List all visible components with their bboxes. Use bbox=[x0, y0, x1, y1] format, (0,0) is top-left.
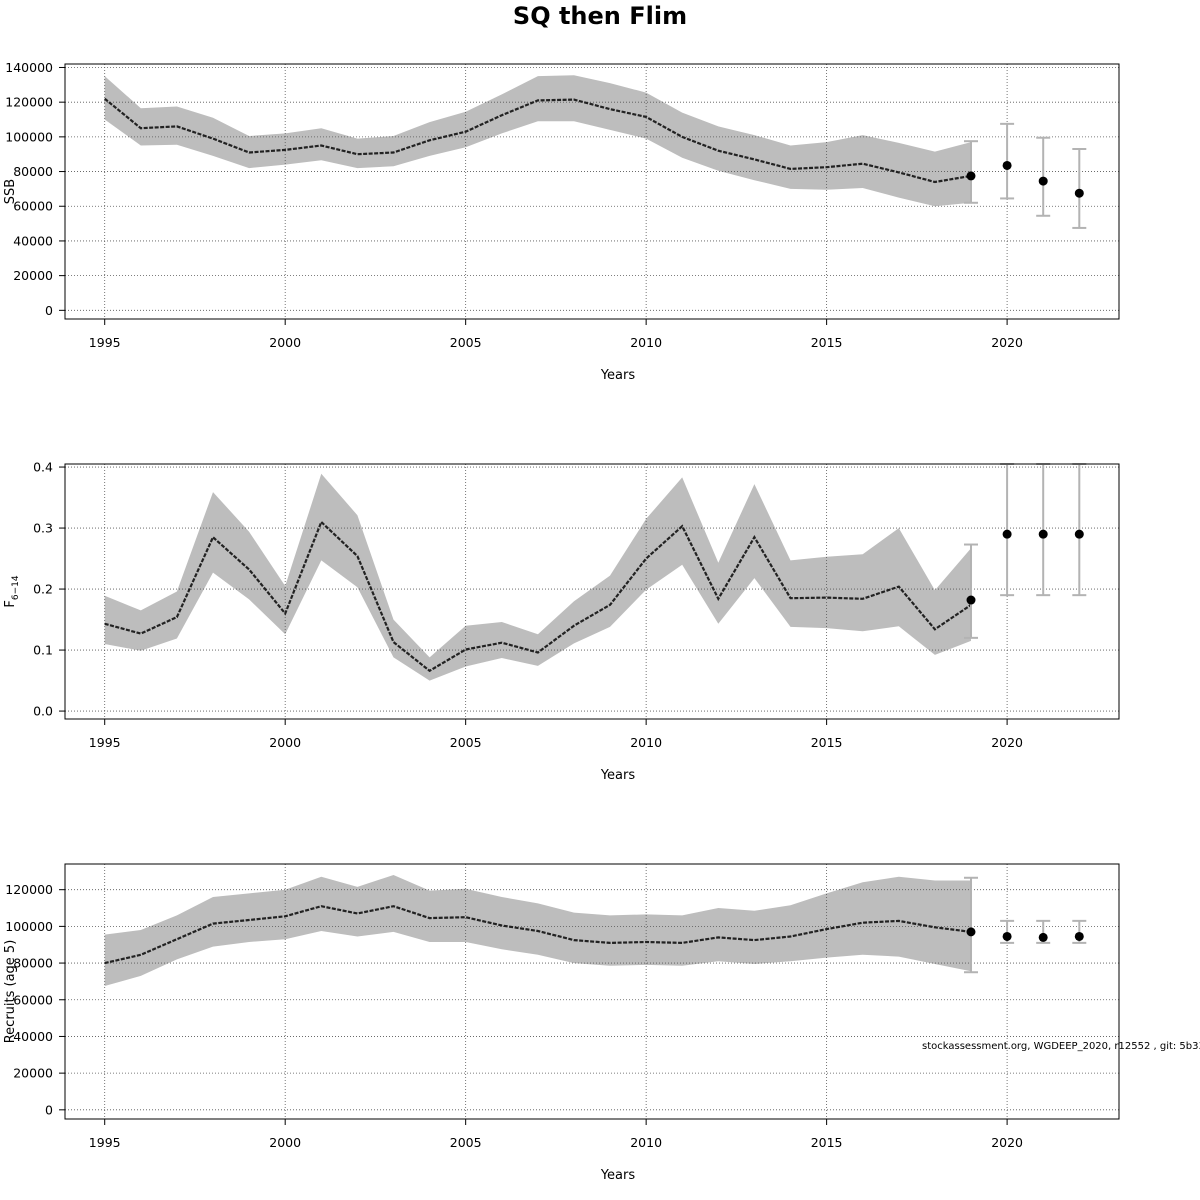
recruits-ytick-label: 80000 bbox=[13, 956, 53, 971]
ssb-ytick-label: 60000 bbox=[13, 199, 53, 214]
ssb-xtick-label: 2000 bbox=[269, 335, 301, 350]
recruits-x-axis-label: Years bbox=[600, 1168, 636, 1183]
fbar-plot-frame bbox=[64, 463, 1120, 720]
recruits-forecast-point-2021 bbox=[1038, 932, 1048, 942]
recruits-estimate-line bbox=[104, 905, 972, 965]
fbar-ytick-label: 0.1 bbox=[33, 643, 53, 658]
ssb-estimate-line bbox=[104, 97, 972, 184]
ssb-xtick-label: 2015 bbox=[811, 335, 843, 350]
recruits-ytick-label: 60000 bbox=[13, 992, 53, 1007]
recruits-xtick-label: 2015 bbox=[811, 1135, 843, 1150]
recruits-ytick-label: 120000 bbox=[5, 882, 53, 897]
ssb-ytick-label: 20000 bbox=[13, 268, 53, 283]
fbar-estimate-line bbox=[104, 520, 972, 673]
ssb-ytick-label: 100000 bbox=[5, 129, 53, 144]
ssb-panel: 1995 2000 2005 2010 2015 2020 0 20000 40000 60000… bbox=[3, 60, 1120, 383]
recruits-xtick-label: 2000 bbox=[269, 1135, 301, 1150]
fbar-xtick-label: 2000 bbox=[269, 735, 301, 750]
recruits-forecast-point-2019 bbox=[966, 927, 976, 937]
recruits-panel: 1995 2000 2005 2010 2015 2020 0 20000 40000 60000… bbox=[3, 863, 1120, 1183]
fbar-forecast-point-2021 bbox=[1038, 529, 1048, 539]
recruits-forecast-point-2020 bbox=[1002, 931, 1012, 941]
fbar-y-axis-label-subscript: 6−14 bbox=[11, 575, 21, 600]
ssb-forecast-point-2019 bbox=[966, 171, 976, 181]
fbar-xtick-label: 2020 bbox=[991, 735, 1023, 750]
footnote: stockassessment.org, WGDEEP_2020, r12552… bbox=[922, 1041, 1200, 1052]
recruits-xtick-label: 2005 bbox=[450, 1135, 482, 1150]
recruits-forecast-point-2022 bbox=[1074, 931, 1084, 941]
recruits-xtick-label: 1995 bbox=[89, 1135, 121, 1150]
fbar-ytick-label: 0.2 bbox=[33, 582, 53, 597]
figure-title: SQ then Flim bbox=[512, 2, 688, 30]
ssb-xtick-label: 1995 bbox=[89, 335, 121, 350]
fbar-xtick-label: 1995 bbox=[89, 735, 121, 750]
ssb-ytick-label: 80000 bbox=[13, 164, 53, 179]
fbar-xtick-label: 2015 bbox=[811, 735, 843, 750]
ssb-xtick-label: 2010 bbox=[630, 335, 662, 350]
fbar-y-axis-label: F6−14 bbox=[3, 575, 21, 607]
recruits-ytick-label: 20000 bbox=[13, 1066, 53, 1081]
recruits-plot-frame bbox=[64, 863, 1120, 1120]
recruits-ytick-label: 40000 bbox=[13, 1029, 53, 1044]
fbar-panel: 1995 2000 2005 2010 2015 2020 0.0 0.1 0.2 0.3 0.4 Y… bbox=[3, 460, 1120, 783]
fbar-xtick-label: 2005 bbox=[450, 735, 482, 750]
recruits-y-axis-label: Recruits (age 5) bbox=[3, 940, 18, 1044]
recruits-ytick-label: 100000 bbox=[5, 919, 53, 934]
fbar-forecast-point-2020 bbox=[1002, 529, 1012, 539]
ssb-ytick-label: 120000 bbox=[5, 95, 53, 110]
fbar-xtick-label: 2010 bbox=[630, 735, 662, 750]
ssb-plot-frame bbox=[64, 63, 1120, 320]
fbar-ytick-label: 0.0 bbox=[33, 704, 53, 719]
ssb-xtick-label: 2005 bbox=[450, 335, 482, 350]
ssb-ytick-label: 0 bbox=[45, 303, 53, 318]
recruits-xtick-label: 2020 bbox=[991, 1135, 1023, 1150]
ssb-confidence-band bbox=[104, 75, 971, 207]
recruits-ytick-label: 0 bbox=[45, 1102, 53, 1117]
ssb-ytick-label: 40000 bbox=[13, 233, 53, 248]
fbar-forecast-point-2022 bbox=[1074, 529, 1084, 539]
ssb-forecast-point-2020 bbox=[1002, 160, 1012, 170]
ssb-x-axis-label: Years bbox=[600, 368, 636, 383]
fbar-ytick-label: 0.3 bbox=[33, 521, 53, 536]
fbar-x-axis-label: Years bbox=[600, 768, 636, 783]
fbar-forecast-point-2019 bbox=[966, 595, 976, 605]
fbar-ytick-label: 0.4 bbox=[33, 460, 53, 475]
recruits-xtick-label: 2010 bbox=[630, 1135, 662, 1150]
ssb-forecast-point-2022 bbox=[1074, 188, 1084, 198]
ssb-forecast-point-2021 bbox=[1038, 176, 1048, 186]
ssb-xtick-label: 2020 bbox=[991, 335, 1023, 350]
ssb-ytick-label: 140000 bbox=[5, 60, 53, 75]
ssb-y-axis-label: SSB bbox=[3, 179, 18, 204]
fbar-confidence-band bbox=[104, 473, 971, 681]
